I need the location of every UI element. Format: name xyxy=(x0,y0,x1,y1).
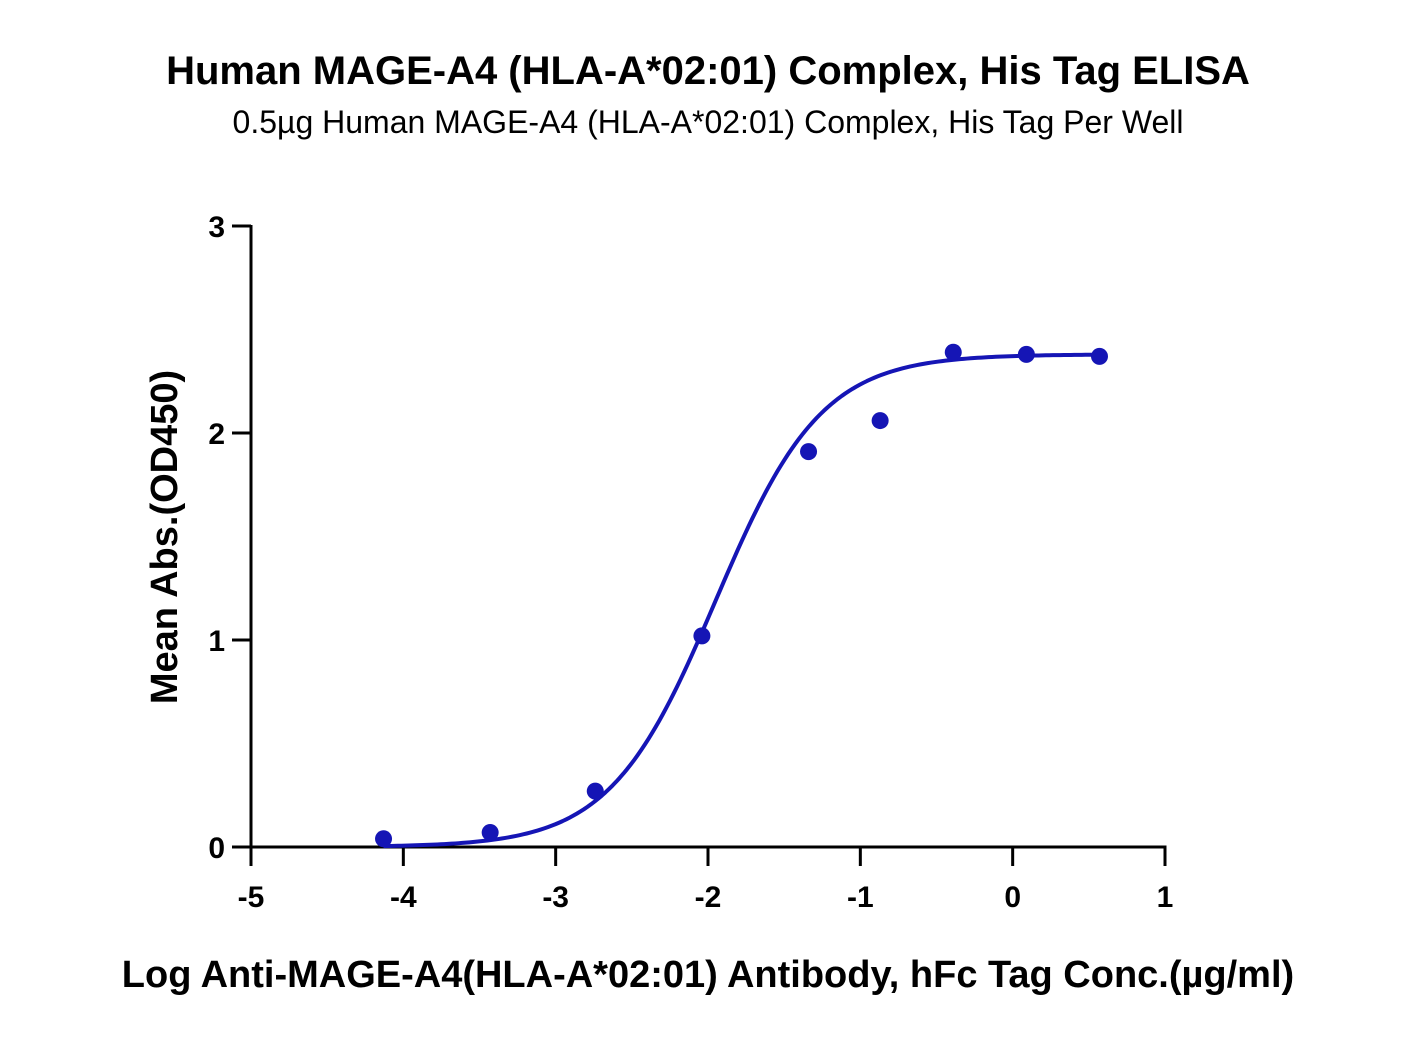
y-tick-label: 2 xyxy=(208,418,225,451)
x-axis-label: Log Anti-MAGE-A4(HLA-A*02:01) Antibody, … xyxy=(122,954,1294,996)
fit-curve-group xyxy=(383,352,1100,849)
data-point xyxy=(375,830,393,848)
x-tick-label: 1 xyxy=(1157,881,1174,914)
chart-subtitle: 0.5µg Human MAGE-A4 (HLA-A*02:01) Comple… xyxy=(233,104,1184,140)
y-axis: 0 1 2 3 xyxy=(208,211,253,865)
chart-title: Human MAGE-A4 (HLA-A*02:01) Complex, His… xyxy=(166,49,1250,93)
x-tick-label: -4 xyxy=(390,881,417,914)
data-point xyxy=(1090,347,1108,365)
y-tick-label: 3 xyxy=(208,211,225,244)
fit-curve xyxy=(383,352,1100,849)
data-point xyxy=(1017,345,1035,363)
y-axis-label: Mean Abs.(OD450) xyxy=(144,370,186,704)
data-point xyxy=(693,627,711,645)
x-tick-label: 0 xyxy=(1004,881,1021,914)
data-point xyxy=(586,782,604,800)
x-tick-label: -5 xyxy=(238,881,265,914)
y-tick-label: 1 xyxy=(208,625,225,658)
data-point xyxy=(800,443,818,461)
x-tick-label: -2 xyxy=(695,881,722,914)
data-point xyxy=(871,412,889,430)
x-tick-label: -1 xyxy=(847,881,874,914)
data-point xyxy=(481,824,499,842)
y-tick-label: 0 xyxy=(208,832,225,865)
data-points xyxy=(375,343,1108,848)
x-axis: -5 -4 -3 -2 -1 0 1 xyxy=(238,845,1174,914)
data-point xyxy=(944,343,962,361)
x-tick-label: -3 xyxy=(542,881,569,914)
